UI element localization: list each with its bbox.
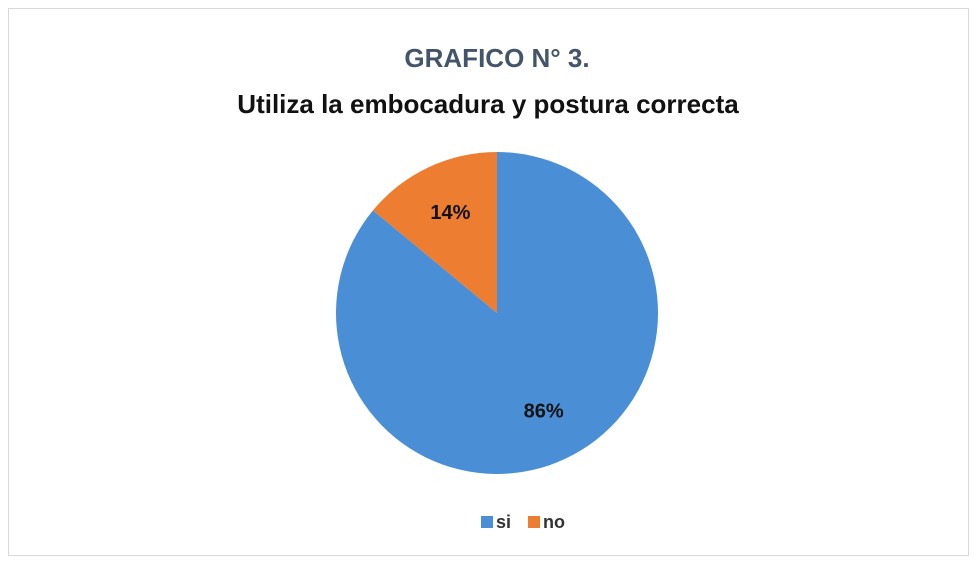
legend-swatch — [481, 516, 493, 528]
data-label: 86% — [524, 400, 564, 422]
legend-label: si — [496, 512, 511, 532]
pie-slice — [372, 152, 497, 313]
legend-label: no — [543, 512, 565, 532]
chart-title: GRAFICO N° 3. — [404, 43, 589, 73]
data-label: 14% — [430, 202, 470, 224]
legend-swatch — [528, 516, 541, 528]
chart-subtitle: Utiliza la embocadura y postura correcta — [237, 89, 739, 119]
pie-slice — [336, 152, 658, 474]
